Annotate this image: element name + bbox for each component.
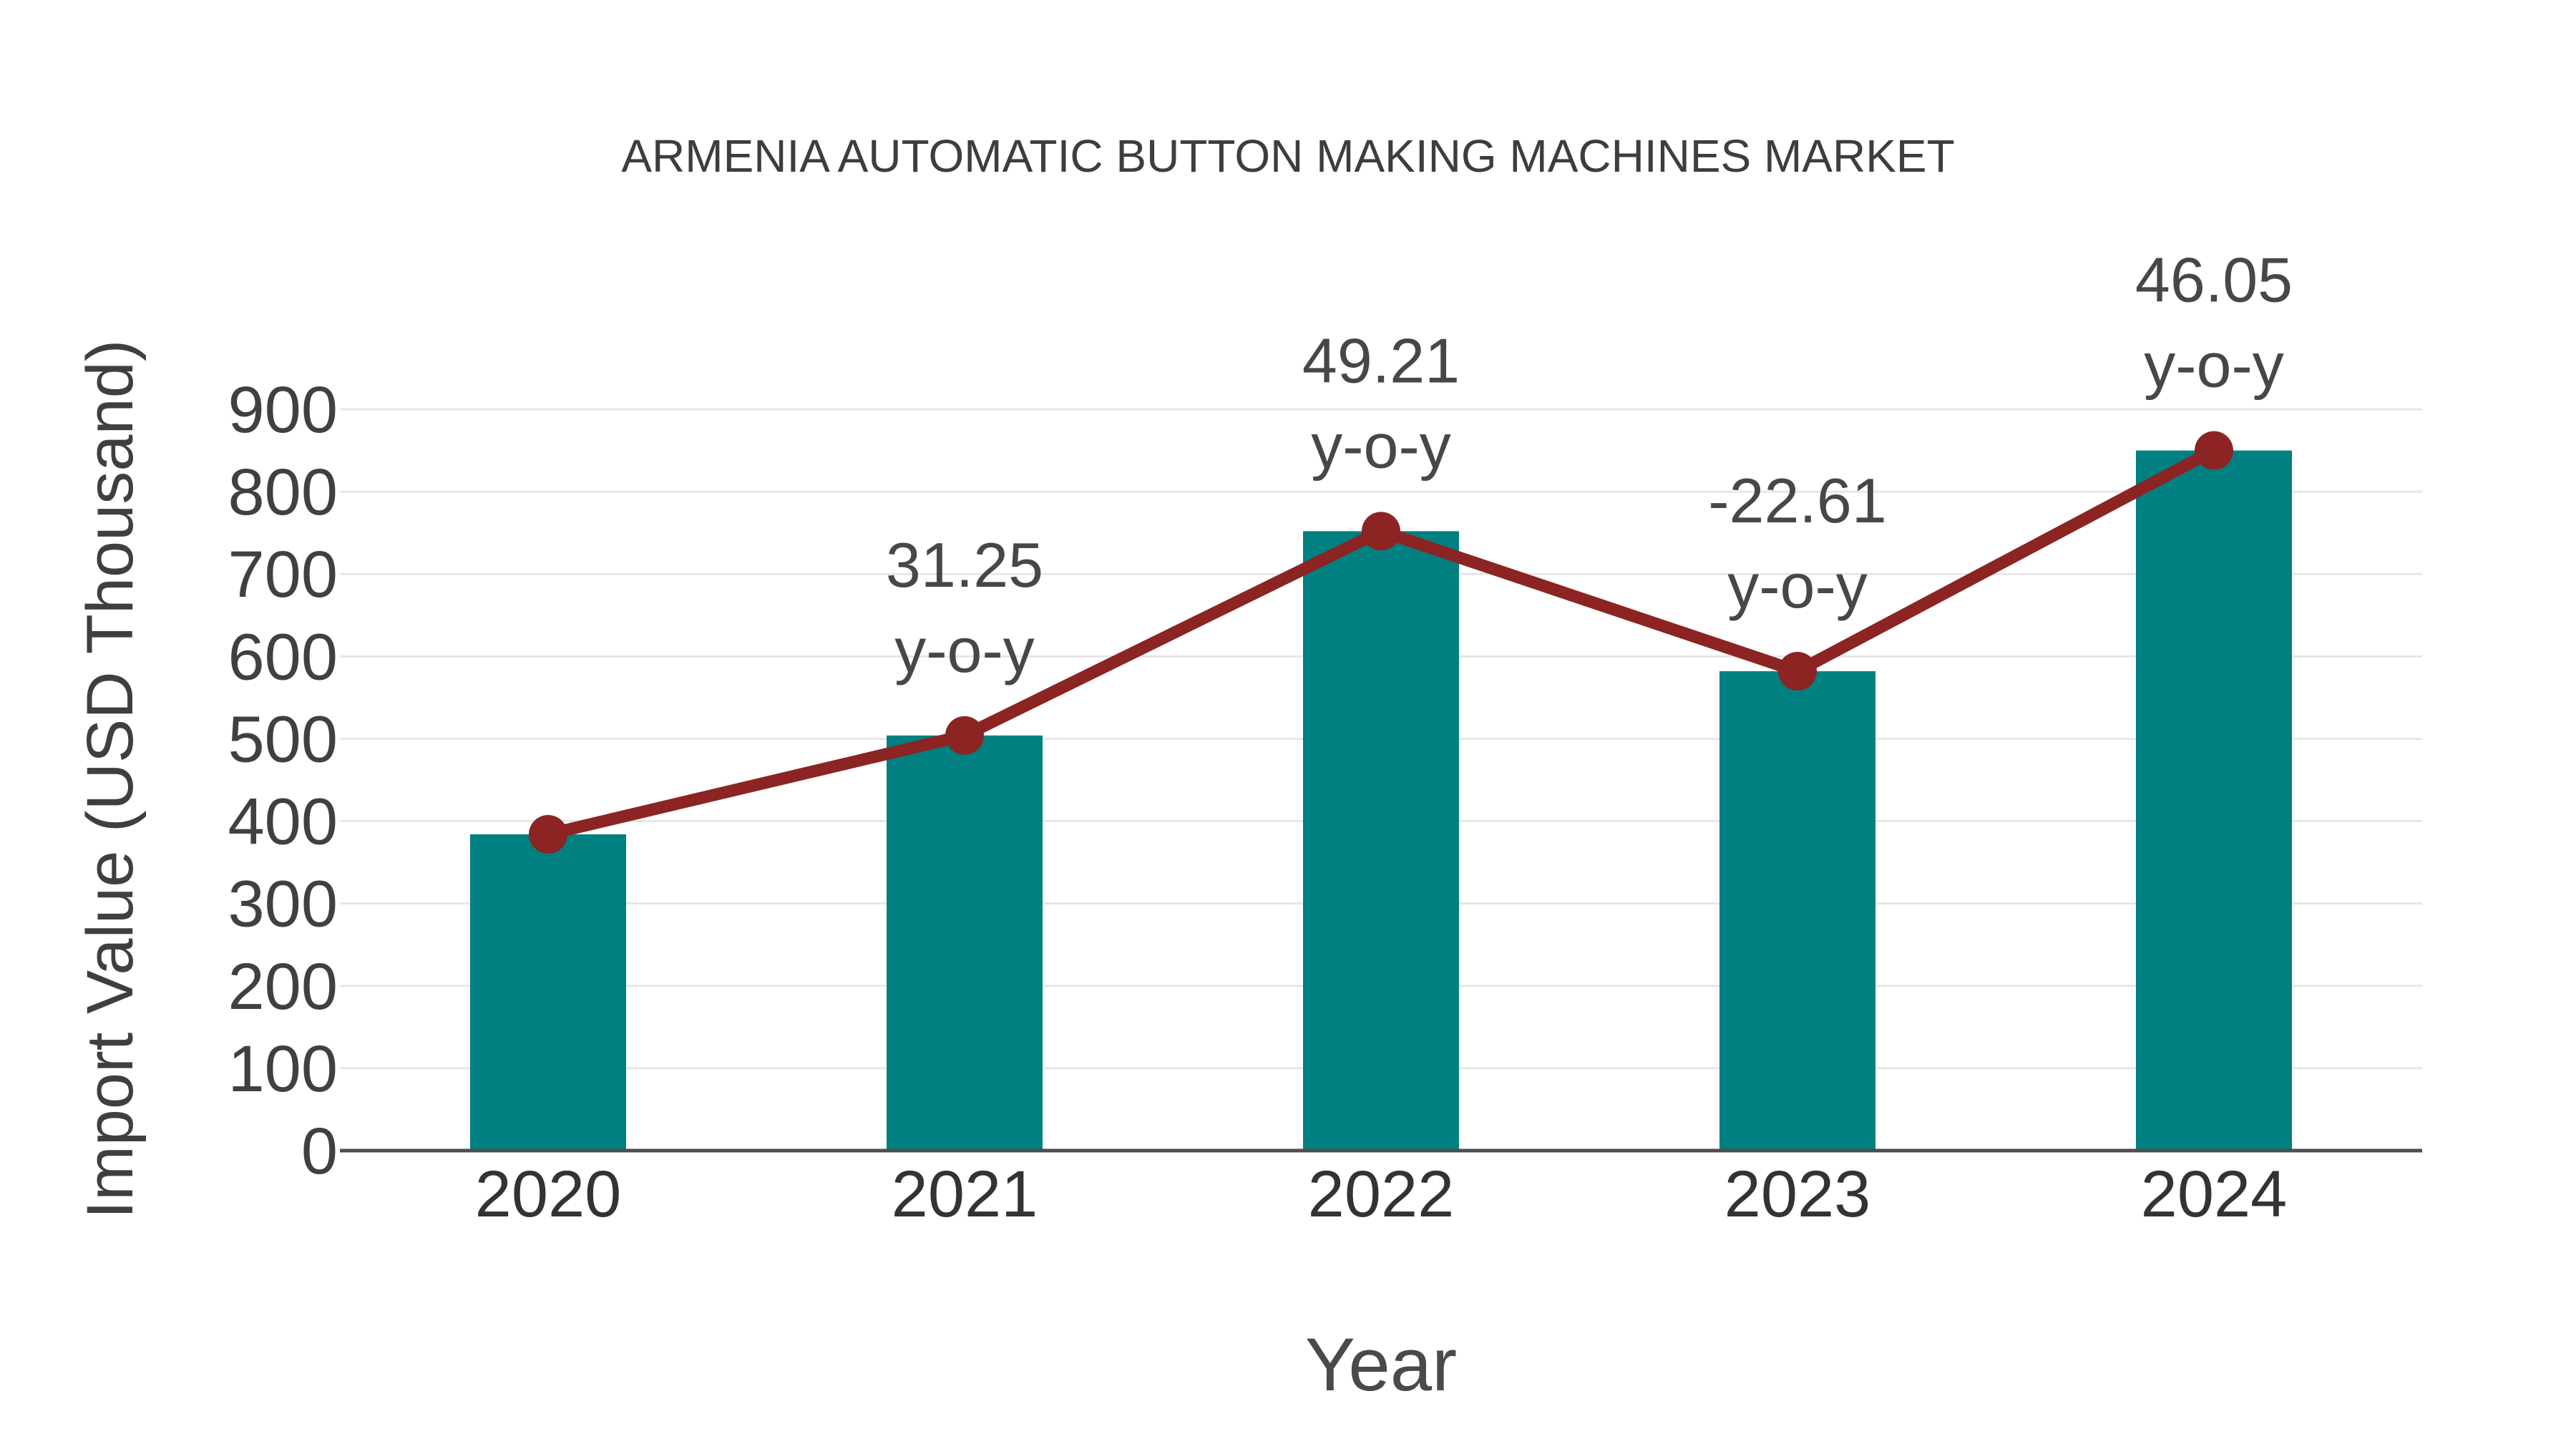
- y-tick-label-300: 300: [228, 868, 338, 941]
- y-tick-label-500: 500: [228, 703, 338, 776]
- y-tick-label-800: 800: [228, 456, 338, 529]
- annotation-sublabel-2023: y-o-y: [1727, 550, 1868, 621]
- x-tick-label-2024: 2024: [2141, 1158, 2288, 1231]
- y-tick-label-200: 200: [228, 950, 338, 1023]
- annotation-value-2021: 31.25: [886, 530, 1043, 600]
- trend-line-series: [529, 431, 2233, 854]
- bar-2023: [1719, 671, 1875, 1151]
- bar-series: [470, 450, 2292, 1151]
- x-tick-label-2020: 2020: [475, 1158, 622, 1231]
- data-point-2022: [1362, 512, 1400, 551]
- y-tick-label-600: 600: [228, 620, 338, 693]
- annotation-value-2023: -22.61: [1708, 465, 1887, 536]
- yoy-annotations: 31.25 y-o-y 49.21 y-o-y -22.61 y-o-y 46.05 y-o-…: [886, 245, 2293, 686]
- y-tick-label-0: 0: [301, 1115, 338, 1188]
- bar-2022: [1303, 531, 1459, 1151]
- annotation-value-2022: 49.21: [1302, 325, 1460, 396]
- data-point-2020: [529, 814, 567, 854]
- x-axis-title: Year: [1305, 1323, 1457, 1407]
- annotation-value-2024: 46.05: [2135, 245, 2293, 316]
- y-tick-label-700: 700: [228, 538, 338, 611]
- annotation-sublabel-2021: y-o-y: [894, 615, 1035, 686]
- bar-2024: [2136, 450, 2292, 1151]
- x-tick-label-2021: 2021: [892, 1158, 1038, 1231]
- annotation-sublabel-2024: y-o-y: [2144, 330, 2284, 401]
- bar-2020: [470, 834, 626, 1151]
- bar-2021: [887, 735, 1043, 1151]
- data-point-2024: [2195, 431, 2233, 470]
- y-tick-label-900: 900: [228, 374, 338, 447]
- annotation-sublabel-2022: y-o-y: [1311, 410, 1451, 481]
- data-point-2023: [1778, 652, 1817, 691]
- y-axis-title: Import Value (USD Thousand): [74, 340, 147, 1219]
- y-tick-label-400: 400: [228, 786, 338, 859]
- y-axis-tick-labels: 0 100 200 300 400 500 600 700 800 900: [228, 374, 338, 1188]
- data-point-2021: [945, 716, 984, 755]
- x-axis-tick-labels: 2020 2021 2022 2023 2024: [475, 1158, 2288, 1231]
- y-tick-label-100: 100: [228, 1033, 338, 1106]
- x-tick-label-2022: 2022: [1308, 1158, 1455, 1231]
- x-tick-label-2023: 2023: [1724, 1158, 1871, 1231]
- chart-title: ARMENIA AUTOMATIC BUTTON MAKING MACHINES…: [621, 130, 1954, 182]
